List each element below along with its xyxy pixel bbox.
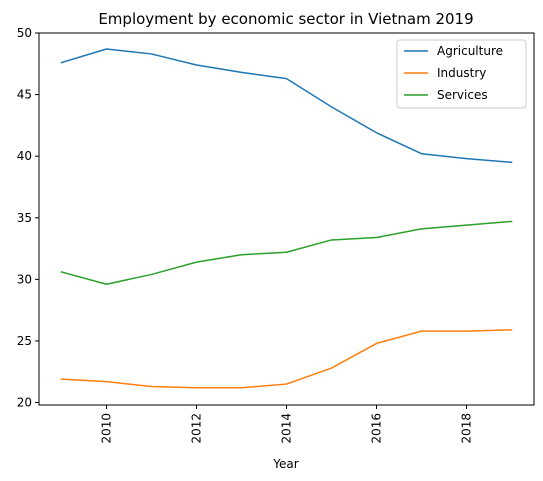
legend: Agriculture Industry Services (396, 39, 527, 109)
x-axis-label: Year (272, 457, 298, 471)
chart-title: Employment by economic sector in Vietnam… (98, 10, 473, 28)
legend-label-agriculture: Agriculture (437, 44, 503, 58)
y-tick-label: 20 (17, 396, 32, 410)
y-tick-label: 50 (17, 26, 32, 40)
series-line-agriculture (60, 48, 513, 164)
y-tick-label: 45 (17, 88, 32, 102)
x-tick-label: 2012 (190, 413, 204, 444)
legend-label-industry: Industry (437, 66, 486, 80)
x-tick-label: 2014 (280, 413, 294, 444)
x-tick-label: 2016 (370, 413, 384, 444)
x-axis-ticks: 2010 2012 2014 2016 2018 (100, 405, 474, 444)
y-tick-label: 40 (17, 149, 32, 163)
series-line-industry (60, 329, 513, 389)
y-axis-ticks: 20 25 30 35 40 45 50 (17, 26, 39, 410)
series-line-services (60, 220, 513, 286)
x-tick-label: 2010 (100, 413, 114, 444)
y-tick-label: 25 (17, 334, 32, 348)
y-tick-label: 35 (17, 211, 32, 225)
plot-frame (38, 32, 535, 406)
y-tick-label: 30 (17, 272, 32, 286)
legend-box (396, 39, 527, 109)
legend-label-services: Services (437, 88, 488, 102)
plot-area (60, 48, 513, 389)
x-tick-label: 2018 (460, 413, 474, 444)
